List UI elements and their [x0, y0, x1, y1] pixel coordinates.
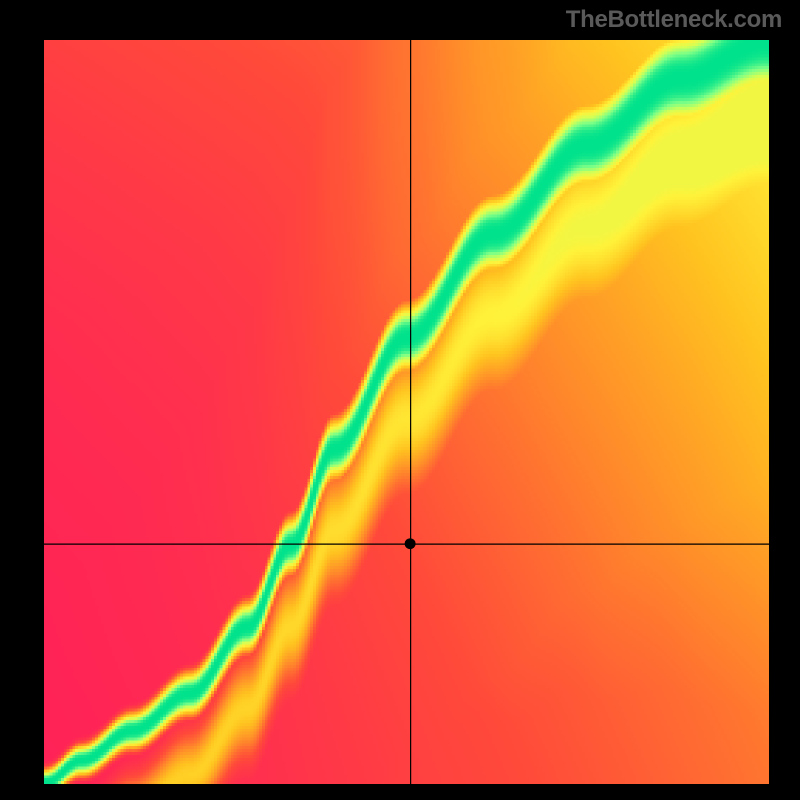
watermark-text: TheBottleneck.com — [566, 6, 782, 34]
chart-stage: TheBottleneck.com — [0, 0, 800, 800]
crosshair-overlay — [44, 40, 769, 784]
